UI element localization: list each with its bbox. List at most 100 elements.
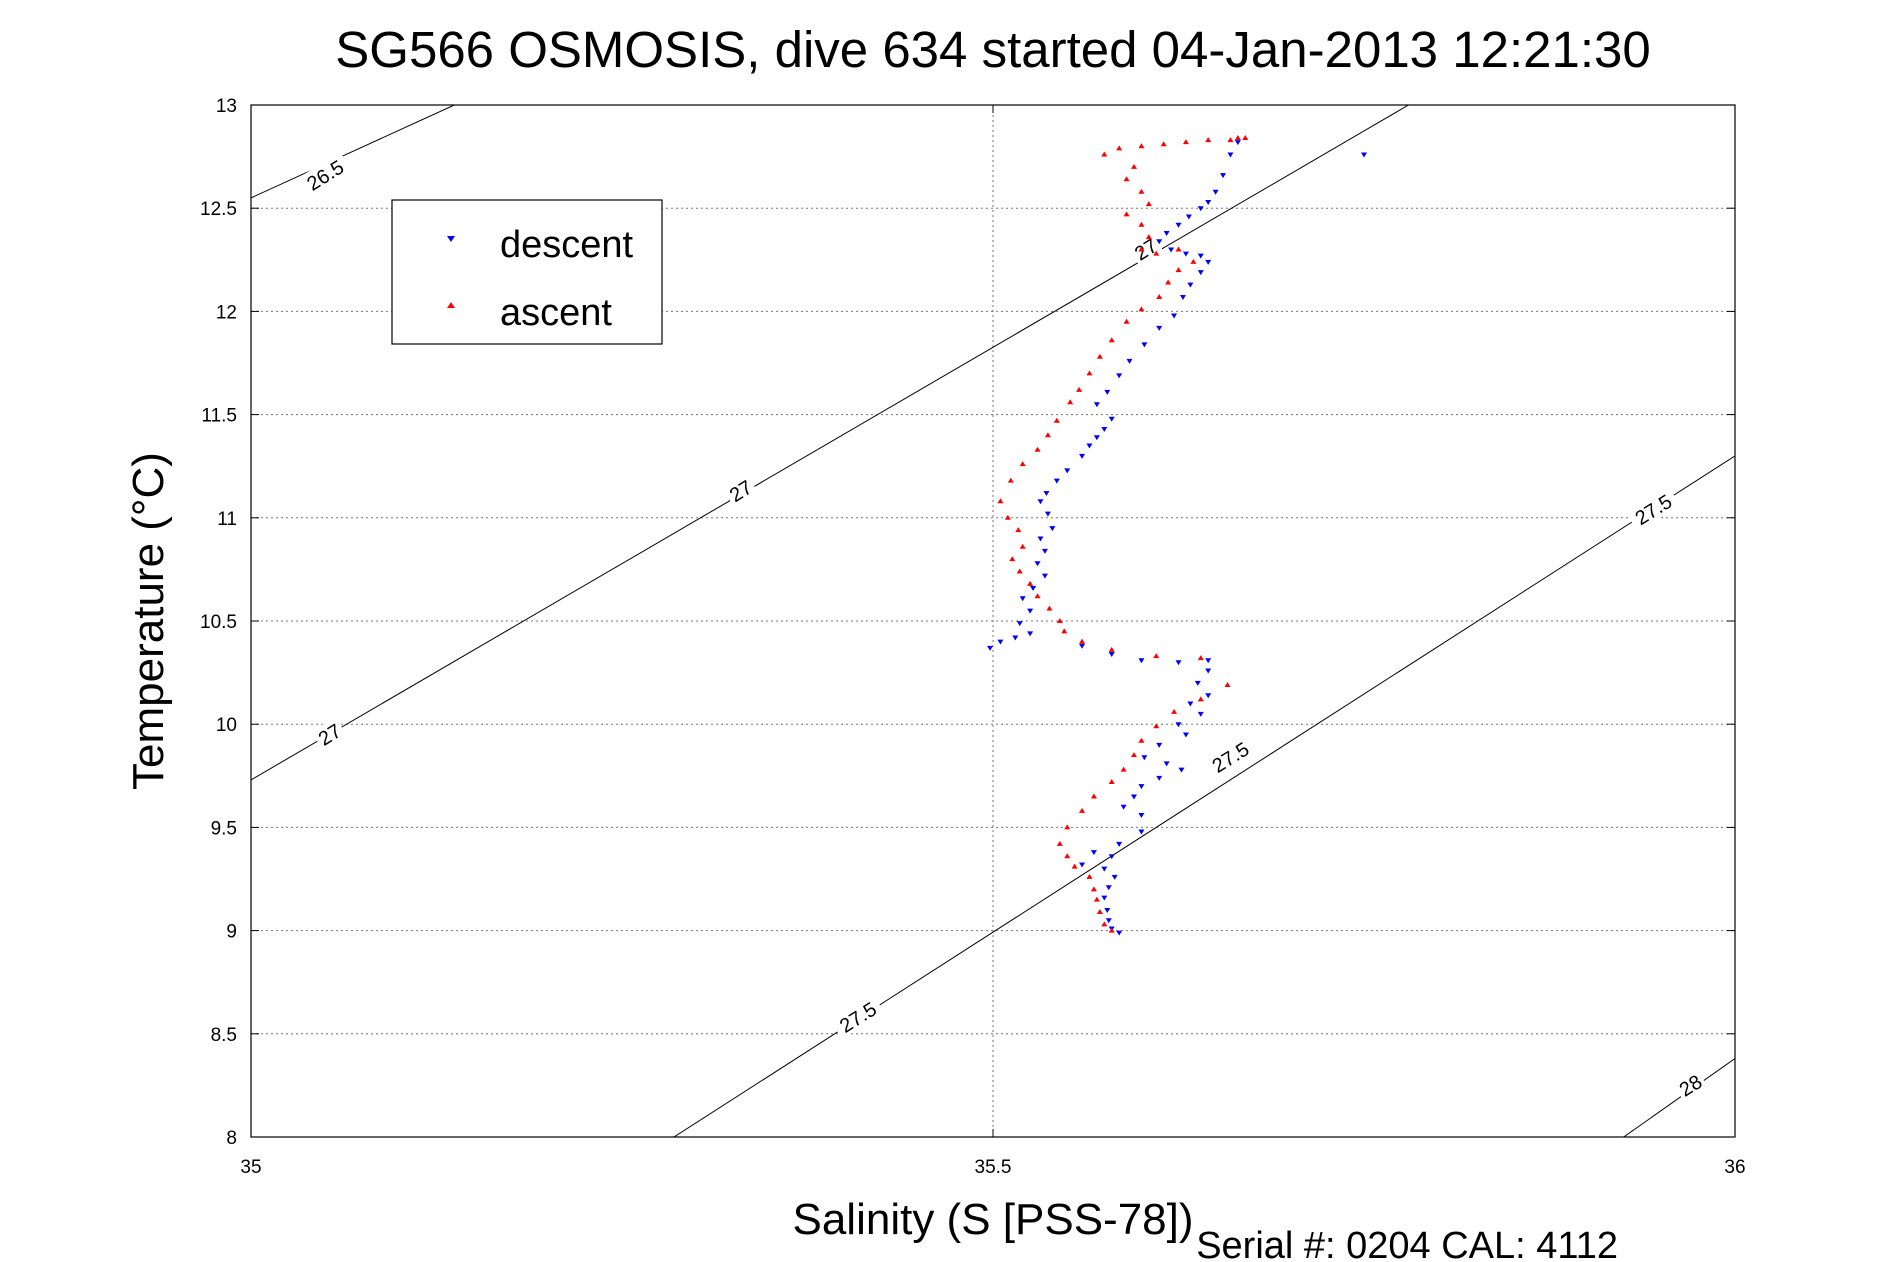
y-axis-label: Temperature (°C) [124,452,173,790]
ascent-point [1175,246,1182,252]
ascent-point [1061,628,1068,634]
descent-point [1105,885,1112,891]
descent-point [1090,850,1097,856]
ascent-point [1056,840,1063,846]
descent-point [1156,325,1163,331]
ascent-point [1090,886,1097,892]
descent-point [1138,784,1145,790]
descent-point [1101,895,1108,901]
footer-serial: Serial #: 0204 CAL: 4112 [1196,1225,1618,1262]
contour-label-text: 27 [315,720,346,750]
ascent-point [1019,543,1026,549]
ascent-point [1145,234,1152,240]
density-contour-27.5 [673,455,1735,1137]
ascent-point [1108,337,1115,343]
descent-point [1220,173,1227,179]
ascent-point [1101,151,1108,157]
data-points [987,135,1367,936]
ascent-point [1171,708,1178,714]
descent-point [1027,608,1034,614]
descent-point [1156,239,1163,245]
ascent-point [1016,568,1023,574]
descent-point [1182,732,1189,738]
contour-label: 27 [722,473,758,507]
descent-point [1027,631,1034,637]
descent-point [1093,402,1100,408]
descent-point [1138,658,1145,664]
descent-point [997,639,1004,645]
descent-point [1138,829,1145,835]
ascent-point [1156,293,1163,299]
contour-label-bg [722,473,758,507]
ascent-point [1067,399,1074,405]
contour-label: 27 [1127,231,1164,266]
legend-ascent-marker [447,302,455,308]
descent-point [1037,536,1044,542]
ascent-point [1116,145,1123,151]
y-tick-label: 9 [226,922,237,943]
descent-point [1163,230,1170,236]
y-tick-label: 11.5 [201,406,237,427]
descent-point [1030,585,1037,591]
ascent-point [1227,137,1234,143]
ascent-point [1101,921,1108,927]
ascent-point [1138,306,1145,312]
ascent-point [1130,752,1137,758]
descent-point [1212,189,1219,195]
ascent-point [1130,163,1137,169]
ascent-point [1205,137,1212,143]
descent-point [1064,468,1071,474]
descent-point [1182,251,1189,257]
y-tick-label: 10 [216,715,237,736]
descent-point [1178,767,1185,773]
descent-point [1079,862,1086,868]
legend: descent ascent [391,199,663,345]
ascent-point [1138,221,1145,227]
descent-point [1175,222,1182,228]
descent-point [1156,742,1163,748]
descent-point [1205,200,1212,206]
y-tick-label: 11 [217,509,237,530]
density-contour-26.5 [251,105,455,199]
ascent-point [1090,793,1097,799]
ascent-point [1046,605,1053,611]
descent-point [1205,668,1212,674]
ascent-point [1165,279,1172,285]
contour-label: 28 [1672,1067,1708,1101]
descent-point [1016,621,1023,627]
descent-point [1130,794,1137,800]
descent-point [1116,373,1123,379]
descent-point [1086,443,1093,449]
x-tick-label: 36 [1724,1157,1745,1178]
ascent-point [1053,417,1060,423]
descent-point [1197,711,1204,717]
descent-point [1037,499,1044,505]
descent-point [1168,247,1175,253]
descent-point [1205,259,1212,265]
contour-label-bg [311,716,347,751]
ascent-point [1044,432,1051,438]
ascent-point [1153,653,1160,659]
x-axis-label: Salinity (S [PSS-78]) [792,1195,1193,1244]
descent-point [1175,660,1182,666]
descent-point [987,645,994,651]
descent-point [1197,270,1204,276]
descent-point [1104,907,1111,913]
descent-point [1175,722,1182,728]
descent-point [1227,152,1234,158]
ascent-point [1096,353,1103,359]
x-tick-label: 35.5 [975,1157,1012,1178]
ascent-point [1197,655,1204,661]
descent-point [1120,804,1127,810]
ascent-point [1009,556,1016,562]
legend-descent-label: descent [500,224,634,266]
y-tick-label: 12 [216,302,237,323]
descent-point [1116,930,1123,936]
descent-point [1079,643,1086,649]
ascent-point [1175,267,1182,273]
ascent-point [1123,318,1130,324]
ascent-point [1079,807,1086,813]
ascent-point [1086,370,1093,376]
ascent-point [1108,927,1115,933]
